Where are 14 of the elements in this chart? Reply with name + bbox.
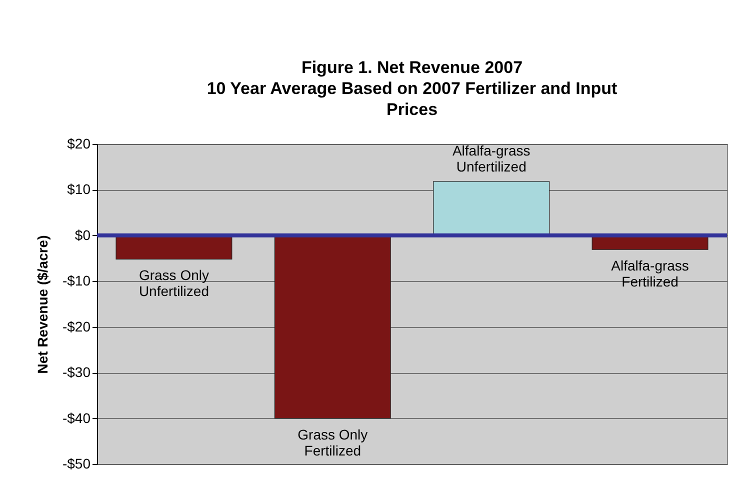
x-tick-label: Grass Only Fertilized (298, 426, 368, 458)
y-tick-label: $0 (74, 226, 91, 243)
y-tick-label: $20 (67, 136, 91, 152)
chart-title: Figure 1. Net Revenue 2007 10 Year Average Based on 2007 Fertilizer and Input Prices (206, 58, 618, 119)
y-tick-label: -$50 (62, 456, 91, 472)
y-tick-label: -$40 (62, 410, 91, 426)
x-tick-label: Grass Only Unfertilized (138, 267, 209, 300)
y-tick-label: $10 (67, 181, 91, 198)
y-tick-label: -$30 (62, 364, 91, 380)
y-tick-label: -$20 (62, 318, 91, 334)
x-tick-label: Alfalfa-grass Fertilized (611, 258, 689, 290)
x-tick-label: Alfalfa-grass Unfertilized (452, 142, 530, 174)
y-axis-title: Net Revenue ($/acre) (34, 235, 50, 374)
y-tick-label: -$10 (62, 272, 91, 289)
